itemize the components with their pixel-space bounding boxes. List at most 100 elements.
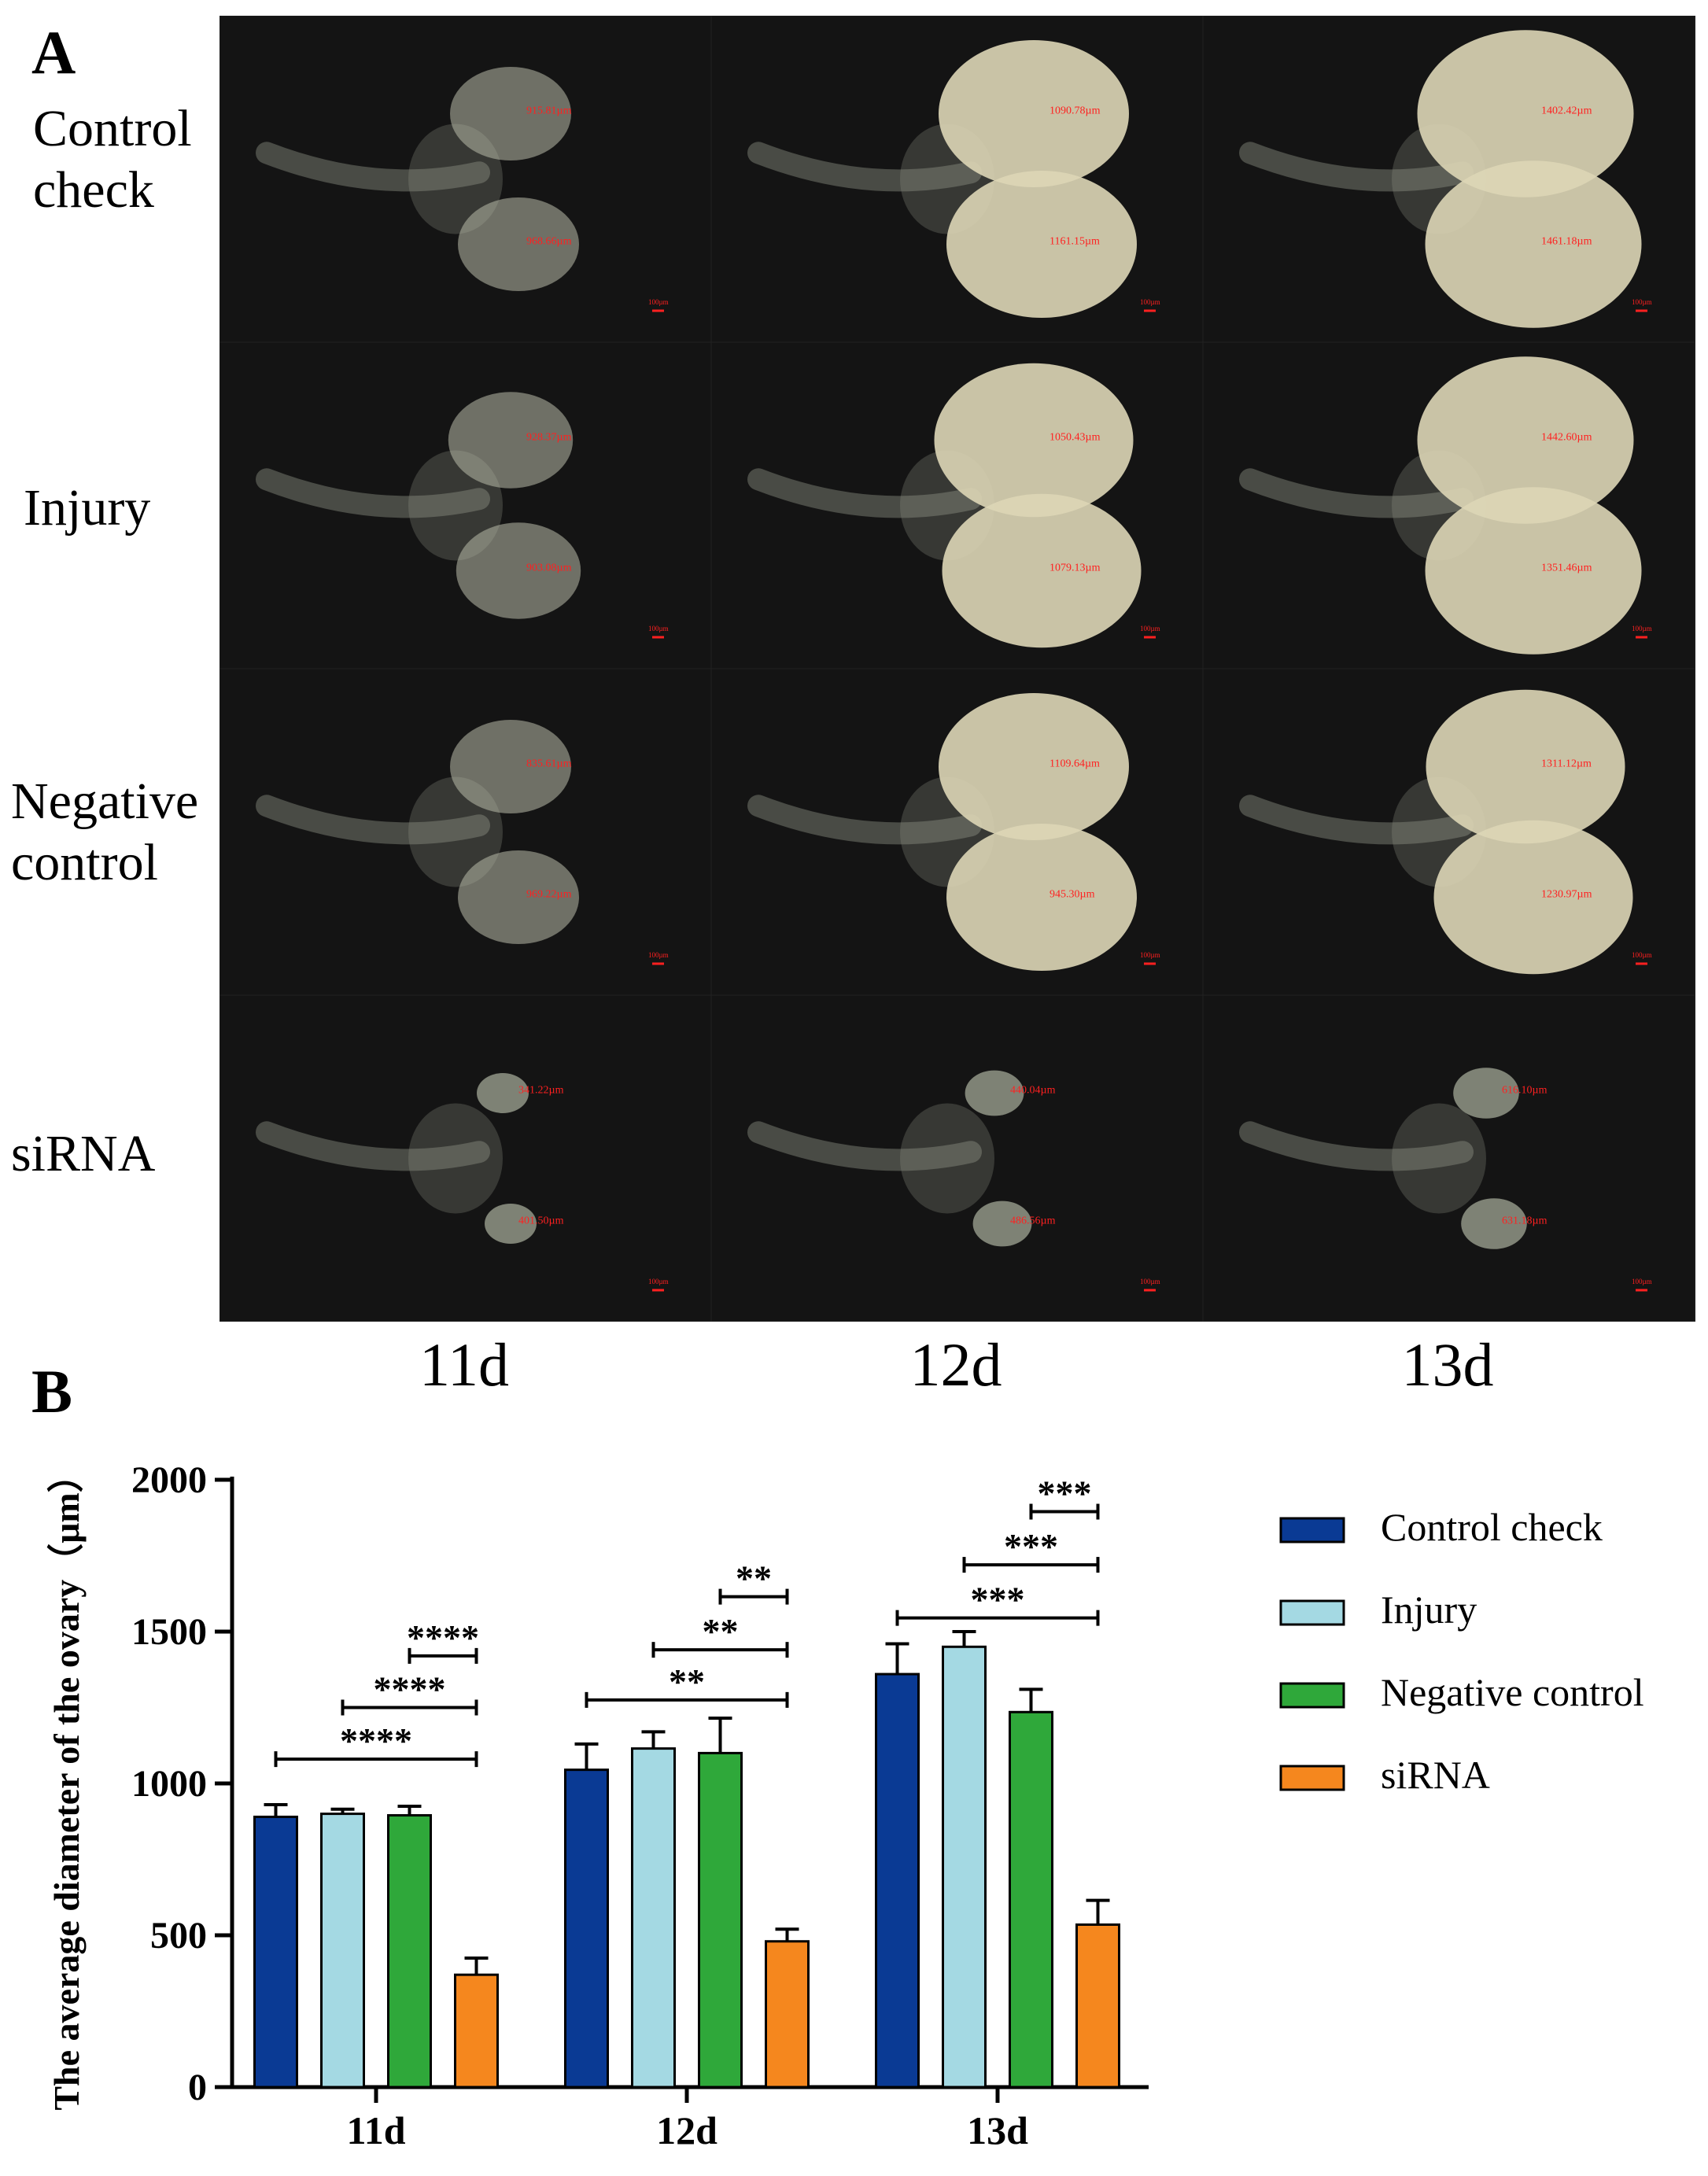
legend-label: siRNA [1381, 1753, 1490, 1797]
x-tick-label: 12d [656, 2108, 718, 2152]
ovary-upper [934, 363, 1134, 518]
ovary-diameter-label: 945.30µm [1050, 889, 1095, 901]
micrograph-tile: 1442.60µm 1351.46µm 100µm [1202, 341, 1695, 669]
ovary-diameter-label: 341.22µm [518, 1085, 564, 1097]
ovary-diameter-label: 835.61µm [526, 758, 572, 770]
ovary-diameter-label: 1442.60µm [1541, 432, 1592, 444]
ovary-diameter-label: 486.56µm [1010, 1215, 1056, 1227]
ovary-lower [1433, 820, 1633, 975]
bar-negative-control [1009, 1710, 1053, 2089]
scale-bar-label: 100µm [1632, 298, 1652, 306]
ovary-upper [477, 1073, 529, 1113]
scale-bar-label: 100µm [1632, 625, 1652, 633]
ovary-diameter-label: 1161.15µm [1050, 236, 1100, 248]
micrograph-tile: 928.37µm 903.08µm 100µm [219, 341, 712, 669]
scale-bar-label: 100µm [648, 1278, 669, 1285]
oviduct-tissue [1239, 468, 1474, 518]
row-label-line: Injury [24, 479, 151, 537]
significance-label: ** [703, 1611, 739, 1651]
ovary-upper [939, 40, 1129, 187]
micrograph-tile: 915.81µm 968.66µm 100µm [219, 16, 712, 343]
row-label-line: Negative [11, 773, 199, 830]
ovary-lower [942, 493, 1142, 648]
panel-b-letter: B [31, 1357, 73, 1425]
ovary-diameter-label: 1050.43µm [1050, 432, 1101, 444]
y-axis-label: The average diameter of the ovary（μm） [46, 1456, 87, 2110]
ovary-diameter-label: 401.50µm [518, 1215, 564, 1227]
oviduct-tissue [256, 142, 490, 192]
row-label-sirna: siRNA [11, 1123, 155, 1185]
tile-frame [219, 668, 712, 996]
ovary-diameter-label: 1090.78µm [1050, 105, 1101, 117]
row-label-injury: Injury [24, 478, 150, 539]
bar-sirna [765, 1940, 810, 2089]
significance-label: **** [374, 1669, 446, 1709]
legend-swatch [1279, 1765, 1345, 1791]
scale-bar-label: 100µm [1140, 1278, 1160, 1285]
micrograph-tile: 1050.43µm 1079.13µm 100µm [710, 341, 1204, 669]
x-tick-label: 13d [967, 2108, 1028, 2152]
ovary-upper [450, 67, 571, 160]
row-label-line: check [33, 160, 154, 219]
oviduct-tissue [256, 1121, 490, 1171]
ovary-diameter-label: 1351.46µm [1541, 562, 1592, 574]
x-tick-label: 11d [346, 2108, 405, 2152]
significance-label: ** [669, 1662, 705, 1702]
ovary-diameter-label: 1461.18µm [1541, 236, 1592, 248]
bar-sirna [1075, 1923, 1120, 2089]
column-label-12d: 12d [909, 1330, 1002, 1399]
tile-frame [219, 994, 712, 1322]
ovary-upper [1417, 30, 1634, 197]
oviduct-tissue [256, 468, 490, 518]
ovary-upper [965, 1070, 1024, 1116]
ovary-lower [1461, 1198, 1527, 1249]
micrograph-tile: 616.10µm 631.18µm 100µm [1202, 994, 1695, 1322]
oviduct-tissue [256, 795, 490, 845]
micrograph-tile: 1109.64µm 945.30µm 100µm [710, 668, 1204, 996]
row-label-line: control [11, 833, 158, 891]
legend-swatch [1279, 1517, 1345, 1543]
y-tick-label: 500 [150, 1915, 207, 1957]
bar-negative-control [698, 1751, 743, 2089]
bar-negative-control [387, 1814, 432, 2089]
tile-frame [1202, 994, 1695, 1322]
scale-bar-label: 100µm [1632, 1278, 1652, 1285]
oviduct-tissue [747, 468, 982, 518]
legend-label: Negative control [1381, 1670, 1644, 1714]
ovary-upper [1453, 1068, 1519, 1119]
column-label-13d: 13d [1401, 1330, 1494, 1399]
accessory-tissue [1392, 1103, 1486, 1214]
bar-sirna [454, 1973, 499, 2089]
ovary-upper [450, 720, 571, 813]
ovary-lower [1425, 487, 1642, 655]
ovary-upper [939, 693, 1129, 840]
ovary-diameter-label: 631.18µm [1502, 1215, 1548, 1227]
micrograph-tile: 440.04µm 486.56µm 100µm [710, 994, 1204, 1322]
tile-frame [219, 341, 712, 669]
accessory-tissue [408, 1103, 503, 1214]
legend-label: Control check [1381, 1505, 1603, 1549]
ovary-lower [972, 1200, 1032, 1247]
significance-label: ** [736, 1558, 772, 1599]
bar-injury [631, 1747, 676, 2089]
micrograph-tile: 1402.42µm 1461.18µm 100µm [1202, 16, 1695, 343]
y-tick-label: 1000 [131, 1763, 207, 1805]
ovary-diameter-label: 440.04µm [1010, 1085, 1056, 1097]
y-tick-label: 1500 [131, 1611, 207, 1653]
ovary-diameter-label: 969.22µm [526, 889, 572, 901]
ovary-upper [1426, 689, 1625, 844]
column-label-11d: 11d [419, 1330, 510, 1399]
ovary-diameter-label: 1079.13µm [1050, 562, 1101, 574]
scale-bar-label: 100µm [1140, 951, 1160, 959]
ovary-lower [946, 171, 1137, 318]
significance-label: *** [1038, 1473, 1092, 1514]
y-tick-label: 0 [188, 2067, 207, 2108]
ovary-lower [946, 824, 1137, 971]
oviduct-tissue [1239, 795, 1474, 845]
tile-frame [710, 994, 1204, 1322]
scale-bar-label: 100µm [1632, 951, 1652, 959]
significance-label: *** [971, 1580, 1025, 1620]
ovary-diameter-label: 1109.64µm [1050, 758, 1100, 770]
ovary-upper [448, 392, 574, 489]
